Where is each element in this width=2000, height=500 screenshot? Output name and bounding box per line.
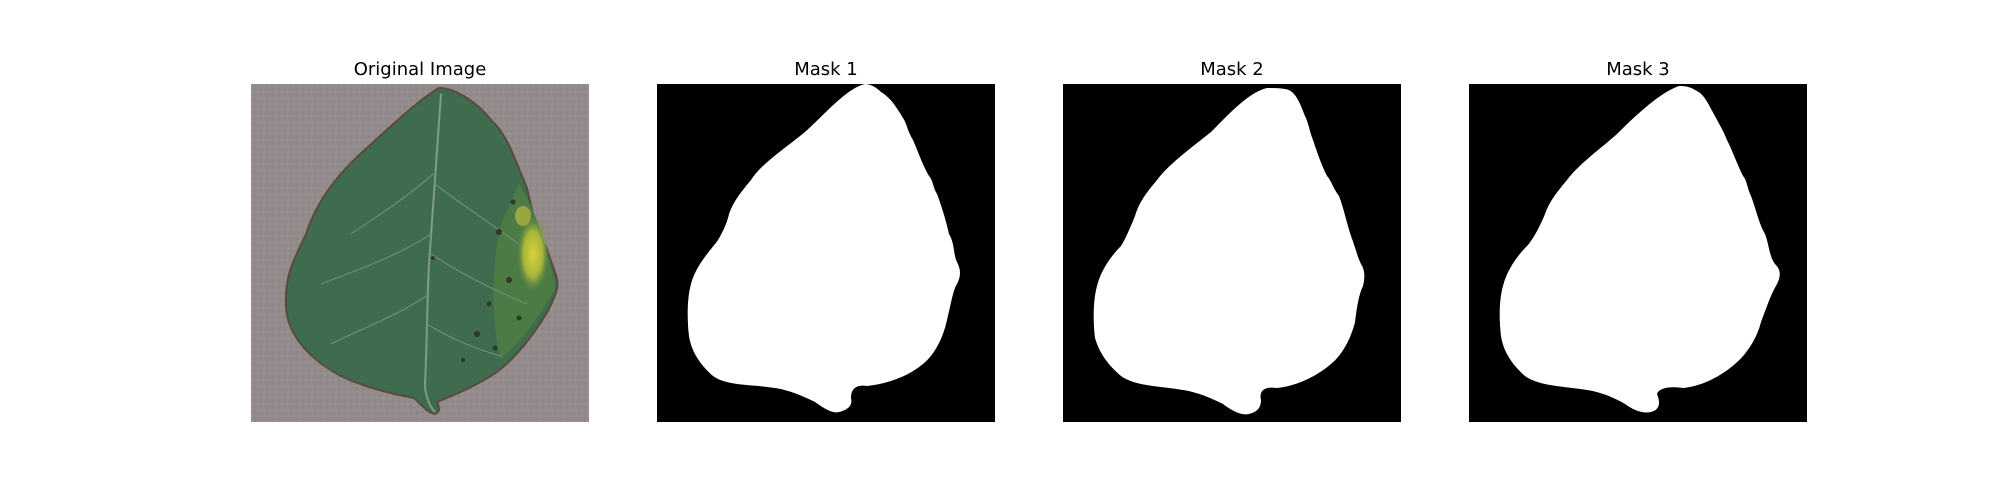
panel-title-mask-3: Mask 3 [1606,59,1670,80]
panel-mask-3: Mask 3 [1469,0,1807,500]
panel-mask-1: Mask 1 [657,0,995,500]
original-leaf-image [251,84,589,422]
panel-original-image: Original Image [251,0,589,500]
leaf-side-veins [320,173,528,357]
panel-mask-2: Mask 2 [1063,0,1401,500]
disease-spots [431,199,522,362]
mask-2-leaf-region [1093,88,1365,415]
panel-title-original: Original Image [353,59,487,80]
mask-3-leaf-region [1499,86,1780,413]
panel-title-mask-1: Mask 1 [794,59,858,80]
mask-1-leaf-region [687,84,960,413]
leaf-shape [284,86,559,416]
mask-3-image [1469,84,1807,422]
mask-2-image [1063,84,1401,422]
yellow-lesion [517,216,549,292]
leaf-midrib [423,93,442,413]
mask-1-image [657,84,995,422]
panel-title-mask-2: Mask 2 [1200,59,1264,80]
yellow-lesion-small [515,206,531,226]
